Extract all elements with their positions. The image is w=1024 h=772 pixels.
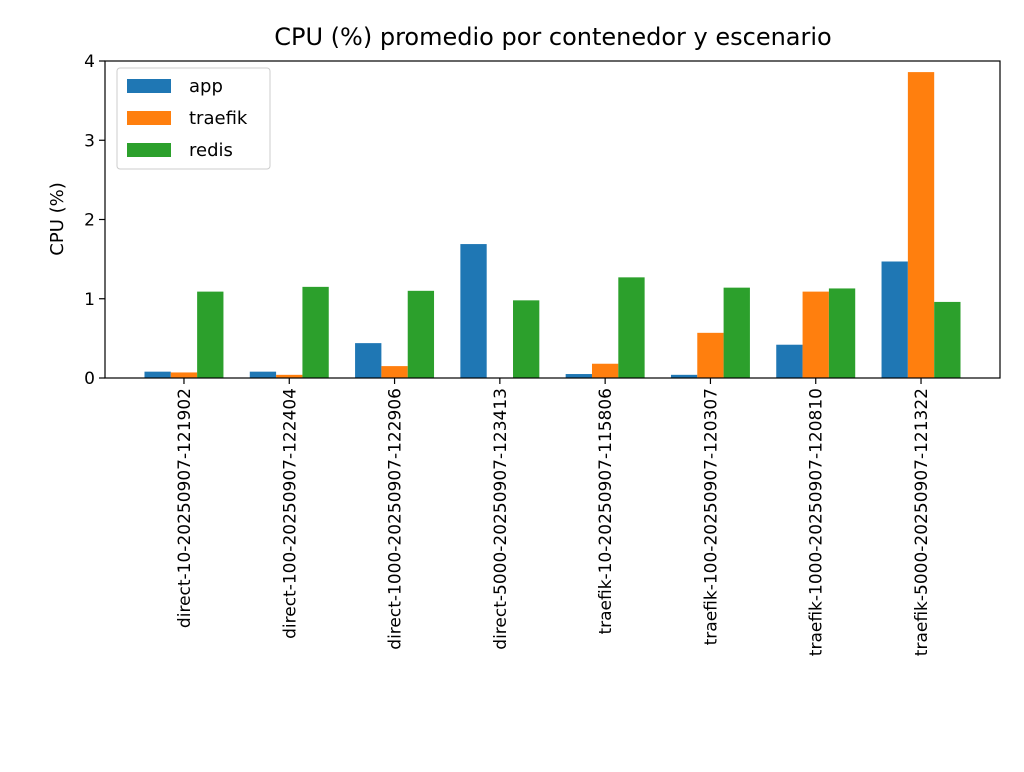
bar-redis-3 bbox=[407, 290, 435, 378]
bar-traefik-1 bbox=[170, 372, 198, 378]
bars-layer bbox=[144, 72, 961, 378]
bar-redis-2 bbox=[302, 286, 329, 378]
x-tick-label: direct-1000-20250907-122906 bbox=[386, 388, 406, 650]
bar-redis-6 bbox=[723, 287, 750, 378]
bar-app-5 bbox=[565, 374, 592, 378]
y-tick-label: 3 bbox=[84, 131, 95, 151]
bar-app-7 bbox=[776, 344, 803, 378]
bar-traefik-2 bbox=[276, 374, 303, 378]
bar-redis-7 bbox=[828, 288, 856, 378]
bar-redis-4 bbox=[513, 300, 540, 378]
bar-app-2 bbox=[249, 371, 277, 378]
y-tick-label: 0 bbox=[84, 369, 95, 389]
legend-swatch-traefik bbox=[127, 111, 171, 125]
x-tick-label: traefik-1000-20250907-120810 bbox=[807, 388, 827, 656]
x-tick-label: traefik-100-20250907-120307 bbox=[701, 388, 721, 645]
bar-redis-8 bbox=[934, 301, 961, 378]
y-tick-label: 4 bbox=[84, 52, 95, 72]
legend: app traefik redis bbox=[116, 67, 271, 170]
bar-app-1 bbox=[144, 371, 171, 378]
bar-redis-5 bbox=[618, 277, 645, 378]
legend-label-app: app bbox=[189, 76, 223, 97]
plot-area-frame bbox=[104, 60, 1001, 379]
bar-app-8 bbox=[881, 261, 908, 378]
bar-redis-1 bbox=[197, 291, 224, 378]
y-axis-label: CPU (%) bbox=[47, 182, 68, 255]
bar-traefik-3 bbox=[381, 366, 408, 378]
bar-traefik-8 bbox=[907, 72, 935, 378]
bar-app-4 bbox=[460, 244, 487, 378]
legend-label-redis: redis bbox=[189, 140, 233, 161]
legend-label-traefik: traefik bbox=[189, 108, 248, 129]
bar-traefik-5 bbox=[591, 363, 619, 378]
ticks-layer: 0 1 2 3 4 direct-10-20250907-121902 direct-100… bbox=[84, 52, 932, 656]
x-tick-label: direct-100-20250907-122404 bbox=[280, 388, 300, 639]
bar-app-6 bbox=[670, 374, 698, 378]
bar-traefik-6 bbox=[697, 332, 724, 378]
x-tick-label: traefik-10-20250907-115806 bbox=[596, 388, 616, 635]
bar-app-3 bbox=[355, 343, 382, 378]
legend-swatch-redis bbox=[127, 143, 171, 157]
y-tick-label: 2 bbox=[84, 211, 95, 231]
bar-traefik-7 bbox=[802, 291, 829, 378]
legend-swatch-app bbox=[127, 79, 171, 93]
y-tick-label: 1 bbox=[84, 290, 95, 310]
x-tick-label: traefik-5000-20250907-121322 bbox=[912, 388, 932, 656]
x-tick-label: direct-10-20250907-121902 bbox=[175, 388, 195, 628]
x-tick-label: direct-5000-20250907-123413 bbox=[491, 388, 511, 650]
chart-title: CPU (%) promedio por contenedor y escena… bbox=[274, 23, 831, 51]
